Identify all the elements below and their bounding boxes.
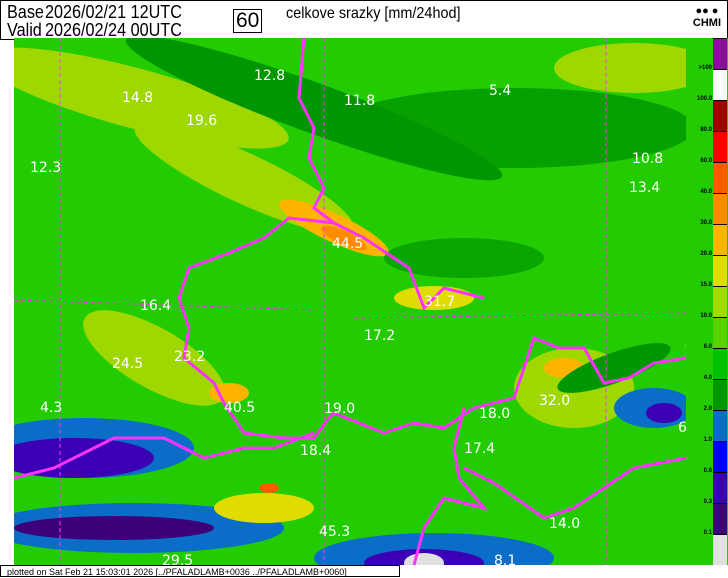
precipitation-map: 12.8 11.8 5.4 14.8 19.6 12.3 10.8 13.4 44.5 31.7 1…	[14, 38, 686, 565]
precip-value-label: 4.3	[40, 400, 63, 416]
precip-value-label: 8.1	[494, 553, 517, 565]
precip-value-label: 13.4	[629, 180, 661, 196]
legend-label: 1.0	[703, 437, 712, 443]
valid-label: Valid	[7, 20, 42, 40]
country-border	[14, 38, 686, 565]
legend-swatch	[713, 503, 727, 534]
legend-swatch	[713, 100, 727, 131]
precip-value-label: 32.0	[539, 393, 571, 409]
precip-blobs	[14, 38, 686, 565]
legend-label: 20.0	[700, 251, 712, 257]
precip-value-label: 40.5	[224, 400, 256, 416]
legend-label: 4.0	[703, 375, 712, 381]
legend-swatch	[713, 379, 727, 410]
precip-value-label: 18.0	[479, 406, 511, 422]
precip-value-label: 19.6	[186, 113, 218, 129]
forecast-hour: 60	[233, 9, 263, 33]
legend-swatch	[713, 441, 727, 472]
precip-value-label: 17.4	[464, 441, 496, 457]
legend-label: 0.1	[703, 530, 712, 536]
legend-swatch	[713, 193, 727, 224]
grid-lines	[14, 38, 686, 565]
precip-field	[14, 38, 686, 565]
legend-label: 0.3	[703, 499, 712, 505]
legend-swatch	[713, 348, 727, 379]
legend-label: 0.6	[703, 468, 712, 474]
legend-swatch	[713, 534, 727, 565]
precip-value-label: 12.3	[30, 160, 62, 176]
footer-plot-info: plotted on Sat Feb 21 15:03:01 2026 [../…	[0, 565, 400, 577]
legend-swatch	[713, 286, 727, 317]
legend-label: 100.0	[696, 96, 712, 102]
legend-label: 10.0	[700, 313, 712, 319]
precip-value-label: 5.4	[489, 83, 512, 99]
valid-time: 2026/02/24 00UTC	[45, 20, 182, 40]
precip-value-label: 17.2	[364, 328, 396, 344]
legend-swatch	[713, 224, 727, 255]
header: Base 2026/02/21 12UTC Valid 2026/02/24 0…	[0, 0, 728, 40]
precip-value-label: 12.8	[684, 343, 686, 359]
precip-value-label: 10.8	[632, 151, 664, 167]
color-legend: >100 100.0 80.0 60.0 40.0 30.0 20.0 15.0 10.0 6.0…	[686, 38, 728, 565]
base-label: Base	[7, 2, 44, 22]
legend-swatch	[713, 69, 727, 100]
legend-swatch	[713, 472, 727, 503]
legend-swatch	[713, 162, 727, 193]
precip-value-label: 19.0	[324, 401, 356, 417]
legend-swatch	[713, 317, 727, 348]
legend-label: 15.0	[700, 282, 712, 288]
logo-mark-icon: ●● ●	[695, 5, 719, 17]
precip-value-label: 14.0	[549, 516, 581, 532]
precip-value-label: 45.3	[319, 524, 351, 540]
legend-label: 2.0	[703, 406, 712, 412]
legend-swatch	[713, 255, 727, 286]
map-title: celkove srazky [mm/24hod]	[286, 5, 461, 22]
chmi-logo: ●● ● CHMI	[692, 5, 721, 29]
precip-value-label: 18.4	[300, 443, 332, 459]
legend-label: 6.0	[703, 344, 712, 350]
legend-label: 60.0	[700, 158, 712, 164]
precip-value-label: 24.5	[112, 356, 144, 372]
legend-swatch	[713, 410, 727, 441]
precip-value-label: 29.5	[162, 553, 194, 565]
legend-swatch	[713, 38, 727, 69]
precip-value-label: 44.5	[332, 236, 364, 252]
precip-value-label: 23.2	[174, 349, 206, 365]
precip-value-label: 14.8	[122, 90, 154, 106]
legend-label: 40.0	[700, 189, 712, 195]
precip-value-label: 16.4	[140, 298, 172, 314]
legend-label: 30.0	[700, 220, 712, 226]
legend-swatch	[713, 131, 727, 162]
precip-value-label: 11.8	[344, 93, 376, 109]
precip-value-label: 6	[678, 420, 686, 436]
precip-value-label: 12.8	[254, 68, 286, 84]
legend-label: >100	[698, 65, 712, 71]
precip-value-label: 31.7	[424, 294, 456, 310]
base-time: 2026/02/21 12UTC	[45, 2, 182, 22]
legend-label: 80.0	[700, 127, 712, 133]
